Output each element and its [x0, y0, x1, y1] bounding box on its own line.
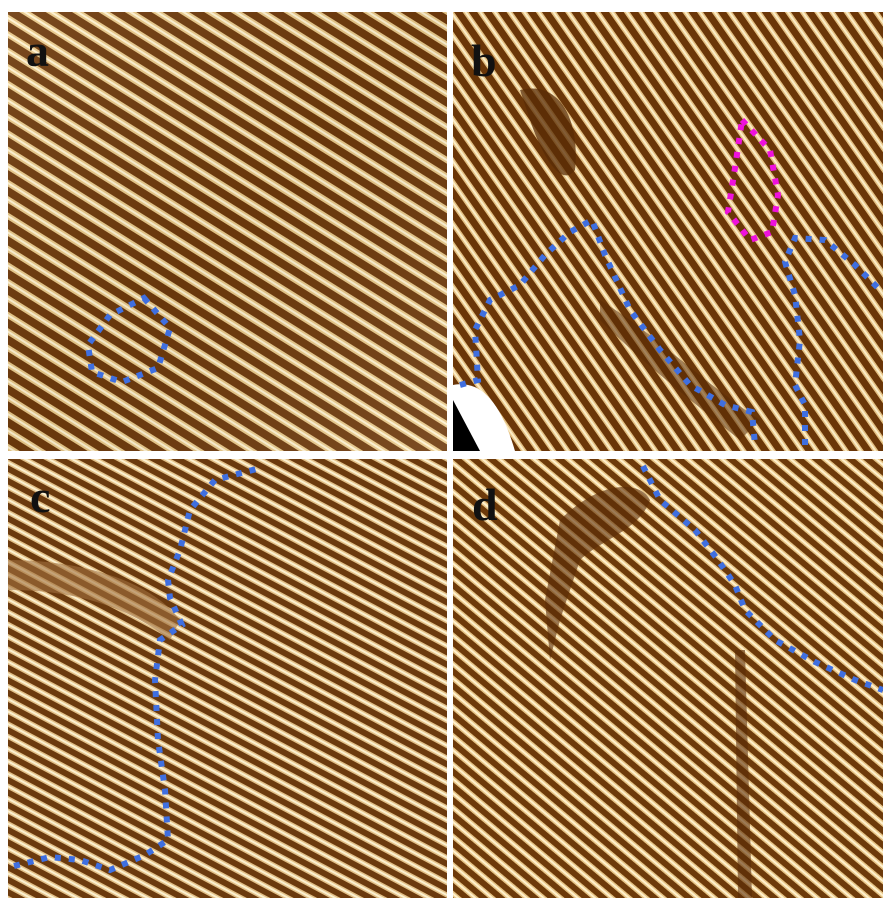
panel-label: c [30, 471, 50, 522]
panel-label: d [472, 479, 498, 530]
figure: a b c d [0, 0, 883, 898]
panel-d: d [453, 459, 883, 898]
panel-b: b [453, 12, 883, 451]
panel-a: a [8, 12, 447, 451]
panel-label: b [471, 35, 497, 86]
panel-c: c [8, 459, 447, 898]
panel-label: a [26, 25, 49, 76]
